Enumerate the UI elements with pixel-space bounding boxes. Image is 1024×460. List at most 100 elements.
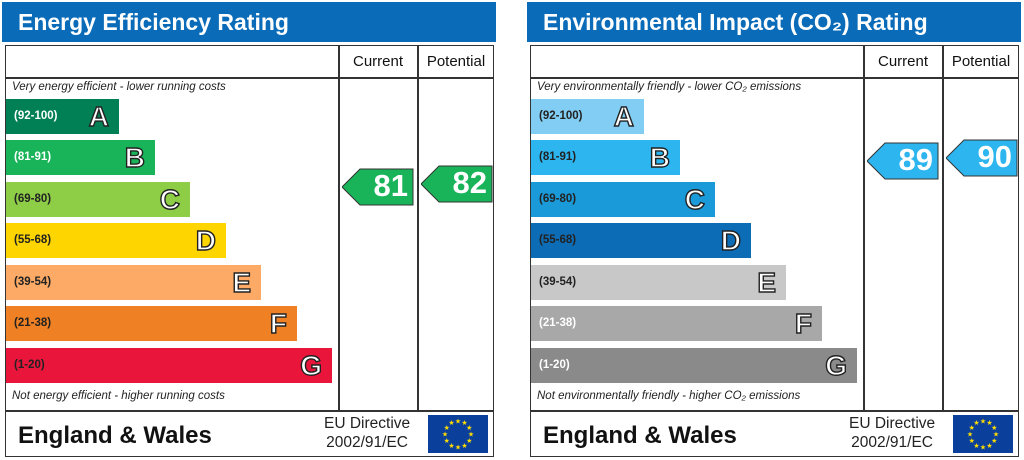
svg-text:★: ★ [986, 442, 992, 450]
svg-text:★: ★ [444, 424, 450, 432]
svg-text:★: ★ [991, 437, 997, 445]
current-rating-arrow: 81 [342, 168, 414, 206]
column-header-current: Current [877, 53, 929, 70]
band-letter: E [757, 266, 777, 298]
svg-text:★: ★ [980, 418, 986, 426]
svg-text:★: ★ [468, 431, 474, 439]
rating-table: Current Potential Very energy efficient … [5, 45, 494, 457]
column-header-current: Current [352, 53, 404, 70]
svg-text:★: ★ [969, 437, 975, 445]
band-letter: B [649, 141, 671, 173]
band-c-bar: (69-80) C [531, 182, 715, 217]
band-range: (81-91) [14, 151, 52, 163]
bottom-note: Not environmentally friendly - higher CO… [537, 390, 801, 402]
chart-title: Energy Efficiency Rating [2, 2, 496, 42]
svg-text:★: ★ [461, 442, 467, 450]
band-e-bar: (39-54) E [6, 265, 261, 300]
band-letter: B [124, 141, 146, 173]
svg-text:★: ★ [444, 437, 450, 445]
svg-text:★: ★ [967, 431, 973, 439]
footer-divider [531, 410, 1018, 412]
band-f-bar: (21-38) F [531, 306, 822, 341]
eu-flag-icon: ★ ★ ★ ★ ★ ★ ★ ★ ★ ★ ★ ★ [428, 415, 488, 453]
band-range: (21-38) [14, 317, 52, 329]
svg-text:★: ★ [466, 424, 472, 432]
svg-text:★: ★ [986, 419, 992, 427]
band-range: (69-80) [14, 193, 52, 205]
band-a-bar: (92-100) A [6, 99, 119, 134]
column-header-potential: Potential [951, 53, 1011, 70]
bottom-note: Not energy efficient - higher running co… [12, 390, 225, 402]
eu-directive: EU Directive 2002/91/EC [849, 414, 935, 452]
band-a-bar: (92-100) A [531, 99, 644, 134]
svg-text:★: ★ [980, 444, 986, 452]
environmental-impact-panel: Environmental Impact (CO₂) Rating Curren… [525, 0, 1021, 460]
directive-line2: 2002/91/EC [326, 434, 408, 451]
column-divider [942, 46, 944, 411]
eu-directive: EU Directive 2002/91/EC [324, 414, 410, 452]
band-letter: F [269, 307, 288, 339]
top-note: Very energy efficient - lower running co… [12, 81, 226, 93]
band-b-bar: (81-91) B [531, 140, 680, 175]
region-label: England & Wales [18, 422, 212, 449]
svg-text:★: ★ [448, 442, 454, 450]
svg-text:★: ★ [973, 442, 979, 450]
band-letter: D [195, 224, 217, 256]
band-range: (55-68) [14, 234, 52, 246]
directive-line1: EU Directive [324, 415, 411, 432]
footer-divider [6, 410, 493, 412]
band-letter: G [300, 349, 323, 381]
header-divider [531, 77, 1018, 79]
current-rating-value: 89 [898, 142, 933, 178]
column-divider [417, 46, 419, 411]
band-range: (1-20) [14, 359, 45, 371]
svg-text:★: ★ [448, 419, 454, 427]
energy-efficiency-panel: Energy Efficiency Rating Current Potenti… [0, 0, 496, 460]
eu-flag-icon: ★ ★ ★ ★ ★ ★ ★ ★ ★ ★ ★ ★ [953, 415, 1013, 453]
band-letter: E [232, 266, 252, 298]
chart-title: Environmental Impact (CO₂) Rating [527, 2, 1021, 42]
current-rating-value: 81 [373, 167, 408, 203]
band-letter: A [613, 100, 635, 132]
band-range: (69-80) [539, 193, 577, 205]
band-letter: C [159, 183, 181, 215]
band-d-bar: (55-68) D [531, 223, 751, 258]
svg-text:★: ★ [442, 431, 448, 439]
band-g-bar: (1-20) G [6, 348, 332, 383]
band-letter: C [684, 183, 706, 215]
top-note: Very environmentally friendly - lower CO… [537, 81, 802, 93]
band-range: (92-100) [14, 110, 58, 122]
band-c-bar: (69-80) C [6, 182, 190, 217]
column-divider [863, 46, 865, 411]
directive-line2: 2002/91/EC [851, 434, 933, 451]
band-range: (39-54) [539, 276, 577, 288]
band-g-bar: (1-20) G [531, 348, 857, 383]
svg-text:★: ★ [455, 418, 461, 426]
band-letter: D [720, 224, 742, 256]
band-letter: G [825, 349, 848, 381]
column-divider [338, 46, 340, 411]
svg-text:★: ★ [993, 431, 999, 439]
band-letter: F [794, 307, 813, 339]
band-range: (1-20) [539, 359, 570, 371]
band-d-bar: (55-68) D [6, 223, 226, 258]
potential-rating-arrow: 90 [946, 139, 1018, 177]
band-letter: A [88, 100, 110, 132]
header-divider [6, 77, 493, 79]
band-b-bar: (81-91) B [6, 140, 155, 175]
band-range: (92-100) [539, 110, 583, 122]
potential-rating-value: 90 [977, 139, 1012, 175]
directive-line1: EU Directive [849, 415, 936, 432]
rating-table: Current Potential Very environmentally f… [530, 45, 1019, 457]
svg-text:★: ★ [973, 419, 979, 427]
band-range: (21-38) [539, 317, 577, 329]
band-e-bar: (39-54) E [531, 265, 786, 300]
potential-rating-arrow: 82 [421, 165, 493, 203]
svg-text:★: ★ [461, 419, 467, 427]
region-label: England & Wales [543, 422, 737, 449]
svg-text:★: ★ [466, 437, 472, 445]
potential-rating-value: 82 [452, 164, 487, 200]
svg-text:★: ★ [991, 424, 997, 432]
band-range: (55-68) [539, 234, 577, 246]
column-header-potential: Potential [426, 53, 486, 70]
